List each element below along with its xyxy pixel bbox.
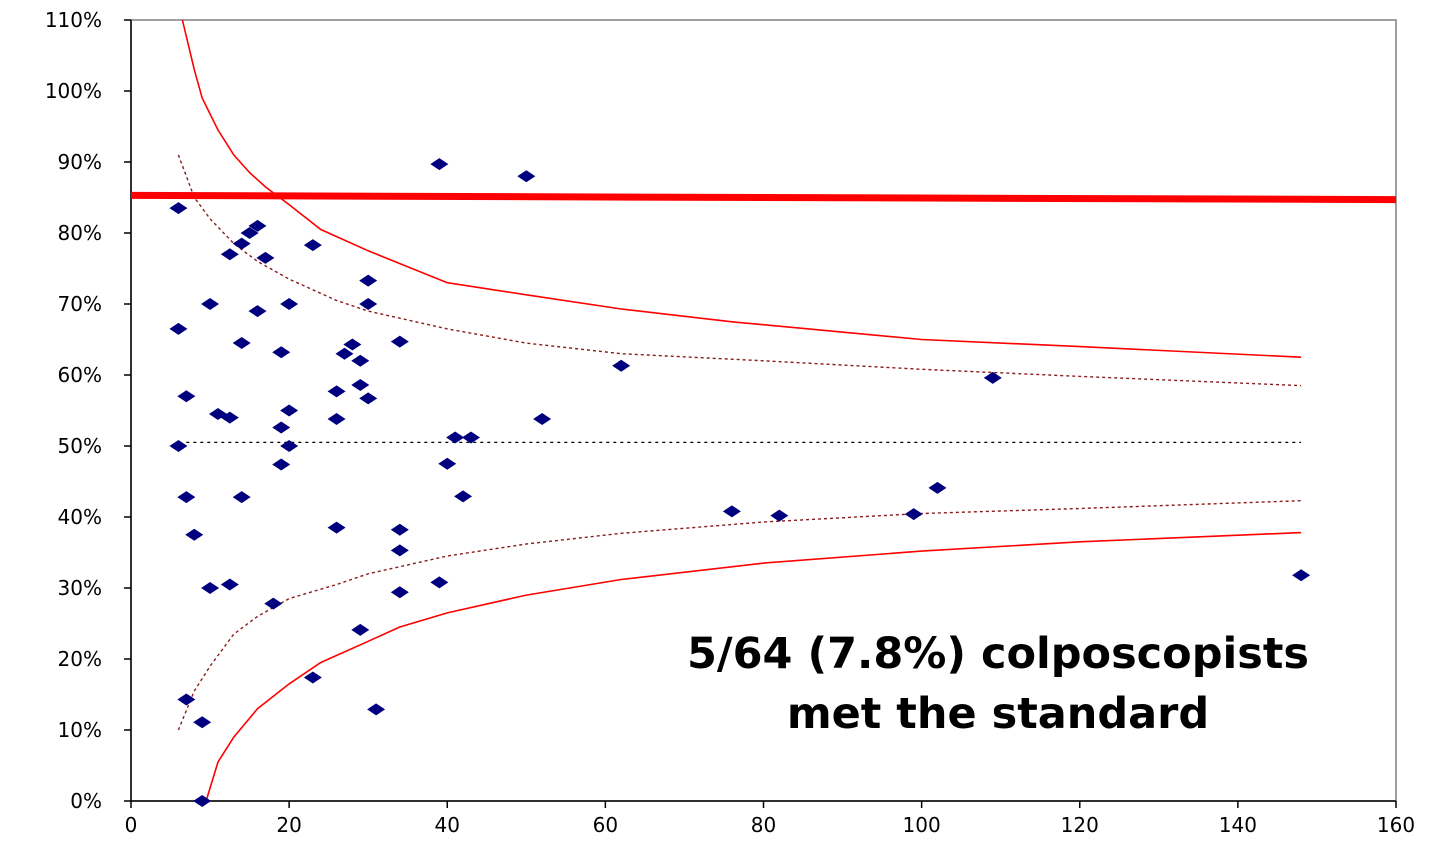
x-tick-label: 160 — [1377, 813, 1415, 837]
data-point — [248, 219, 267, 232]
data-point — [220, 578, 239, 591]
data-point — [722, 505, 741, 518]
data-point — [359, 392, 378, 405]
annotation-line-1: 5/64 (7.8%) colposcopists — [687, 629, 1309, 679]
x-tick-label: 80 — [751, 813, 776, 837]
data-point — [343, 338, 362, 351]
data-point — [904, 508, 923, 521]
data-point — [454, 490, 473, 503]
data-point — [201, 582, 220, 594]
x-tick-label: 120 — [1061, 813, 1099, 837]
tick-labels: 0% 10% 20% 30% 40% 50% 60% 70% 80% 90% 100% 110% 0 20… — [45, 8, 1415, 837]
data-point — [390, 544, 409, 557]
data-point — [177, 491, 196, 504]
data-point — [201, 298, 220, 310]
data-point — [335, 347, 354, 360]
data-point — [430, 576, 449, 589]
data-point — [770, 509, 789, 522]
lower-inner-limit-line — [177, 500, 1302, 731]
data-point — [220, 248, 239, 261]
data-point — [240, 227, 259, 239]
data-point — [193, 716, 212, 729]
data-point — [169, 440, 188, 452]
y-tick-label: 80% — [58, 221, 102, 245]
data-point — [327, 413, 346, 426]
x-tick-label: 40 — [435, 813, 460, 837]
y-tick-label: 70% — [58, 292, 102, 316]
data-point — [264, 597, 283, 610]
data-point — [220, 411, 239, 424]
standard-line — [130, 191, 1397, 204]
y-tick-label: 10% — [58, 718, 102, 742]
upper-inner-limit-line — [177, 154, 1302, 387]
data-point — [248, 305, 267, 318]
data-point — [169, 202, 188, 215]
data-point — [983, 371, 1002, 384]
data-point — [533, 413, 552, 426]
data-point — [280, 298, 299, 310]
data-point — [177, 390, 196, 403]
y-tick-label: 40% — [58, 505, 102, 529]
data-point — [928, 481, 947, 494]
control-limits — [130, 19, 1397, 802]
data-point — [367, 703, 386, 716]
x-tick-label: 100 — [903, 813, 941, 837]
annotation-line-2: met the standard — [787, 689, 1209, 739]
y-tick-label: 90% — [58, 150, 102, 174]
data-point — [390, 586, 409, 599]
data-point — [1292, 569, 1311, 582]
data-point — [359, 274, 378, 287]
data-point — [280, 440, 299, 452]
data-point — [272, 421, 291, 434]
data-point — [351, 623, 370, 636]
data-point — [351, 378, 370, 391]
data-point — [177, 693, 196, 706]
y-tick-label: 60% — [58, 363, 102, 387]
data-point — [256, 251, 275, 264]
data-point — [232, 337, 251, 350]
data-point — [390, 523, 409, 536]
y-tick-label: 30% — [58, 576, 102, 600]
y-tick-label: 20% — [58, 647, 102, 671]
data-point — [359, 298, 378, 310]
data-point — [351, 354, 370, 367]
y-tick-label: 110% — [45, 8, 102, 32]
x-tick-label: 0 — [125, 813, 138, 837]
y-tick-label: 50% — [58, 434, 102, 458]
data-point — [461, 431, 480, 444]
data-point — [327, 385, 346, 398]
data-point — [390, 335, 409, 348]
data-point — [517, 170, 536, 183]
data-point — [327, 521, 346, 534]
data-point — [272, 458, 291, 471]
lower-outer-limit-line — [205, 531, 1302, 802]
data-points — [169, 158, 1311, 807]
data-point — [612, 359, 631, 372]
y-tick-label: 100% — [45, 79, 102, 103]
plot-frame — [130, 19, 1397, 802]
x-tick-label: 20 — [276, 813, 301, 837]
data-point — [185, 528, 204, 541]
data-point — [303, 671, 322, 684]
axes — [124, 19, 1397, 808]
data-point — [438, 457, 457, 470]
data-point — [272, 346, 291, 359]
data-point — [169, 322, 188, 335]
data-point — [193, 795, 212, 807]
data-point — [430, 158, 449, 171]
data-point — [232, 491, 251, 504]
y-tick-label: 0% — [70, 789, 102, 813]
upper-outer-limit-line — [181, 19, 1302, 358]
data-point — [280, 404, 299, 417]
x-tick-label: 60 — [593, 813, 618, 837]
data-point — [303, 239, 322, 252]
data-point — [232, 237, 251, 250]
x-tick-label: 140 — [1219, 813, 1257, 837]
data-point — [446, 431, 465, 444]
